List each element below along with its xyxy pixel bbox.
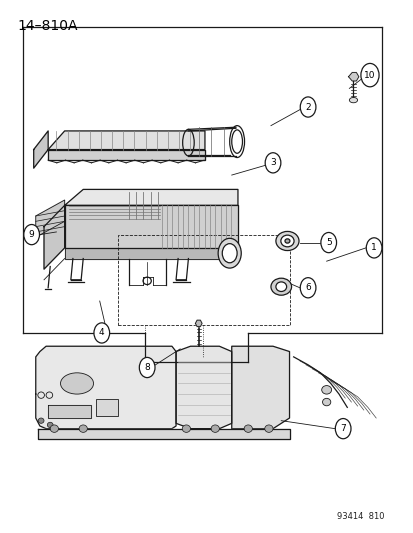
Circle shape — [24, 224, 39, 245]
Text: 93414  810: 93414 810 — [336, 512, 384, 521]
Ellipse shape — [218, 238, 241, 268]
Text: 14–810A: 14–810A — [17, 19, 78, 33]
Ellipse shape — [264, 425, 272, 432]
Circle shape — [299, 97, 315, 117]
Bar — [95, 399, 118, 416]
Ellipse shape — [349, 98, 357, 103]
Circle shape — [94, 323, 109, 343]
Polygon shape — [231, 346, 289, 429]
Polygon shape — [36, 346, 176, 429]
Ellipse shape — [322, 398, 330, 406]
Ellipse shape — [321, 385, 331, 394]
Text: 6: 6 — [304, 283, 310, 292]
Ellipse shape — [182, 425, 190, 432]
Circle shape — [299, 278, 315, 298]
Ellipse shape — [60, 373, 93, 394]
Text: 5: 5 — [325, 238, 331, 247]
Text: 7: 7 — [339, 424, 345, 433]
Ellipse shape — [79, 425, 87, 432]
Ellipse shape — [244, 425, 252, 432]
Ellipse shape — [280, 235, 293, 247]
Polygon shape — [44, 205, 64, 269]
Ellipse shape — [284, 239, 289, 243]
Polygon shape — [48, 405, 91, 418]
Circle shape — [360, 63, 378, 87]
Ellipse shape — [50, 425, 58, 432]
Text: 3: 3 — [270, 158, 275, 167]
Circle shape — [366, 238, 381, 258]
Polygon shape — [36, 200, 64, 237]
Text: 9: 9 — [28, 230, 34, 239]
Polygon shape — [38, 429, 289, 439]
Ellipse shape — [47, 422, 53, 427]
Ellipse shape — [211, 425, 219, 432]
Ellipse shape — [38, 418, 44, 423]
Text: 10: 10 — [363, 70, 375, 79]
Text: 1: 1 — [370, 244, 376, 253]
Ellipse shape — [270, 278, 291, 295]
Circle shape — [139, 358, 154, 377]
Circle shape — [335, 418, 350, 439]
Polygon shape — [64, 205, 237, 248]
Text: 2: 2 — [304, 102, 310, 111]
Polygon shape — [48, 150, 204, 160]
Polygon shape — [33, 131, 48, 168]
Ellipse shape — [275, 282, 286, 292]
Circle shape — [265, 153, 280, 173]
Text: 8: 8 — [144, 363, 150, 372]
Polygon shape — [348, 72, 358, 81]
Bar — [118, 235, 289, 325]
Ellipse shape — [222, 244, 237, 263]
Polygon shape — [48, 131, 204, 150]
Ellipse shape — [275, 231, 298, 251]
Polygon shape — [195, 320, 202, 327]
Text: 4: 4 — [99, 328, 104, 337]
Polygon shape — [64, 248, 237, 259]
Polygon shape — [176, 346, 231, 429]
Circle shape — [320, 232, 336, 253]
Polygon shape — [64, 189, 237, 205]
